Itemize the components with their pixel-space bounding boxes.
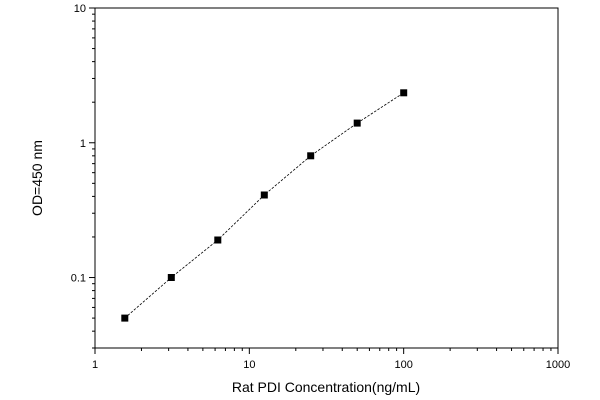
y-axis: 0.1 1 10 — [71, 3, 95, 349]
x-tick-label: 10 — [243, 359, 255, 371]
y-tick-label: 0.1 — [71, 273, 86, 285]
data-point — [353, 119, 361, 127]
curve-line — [124, 92, 404, 319]
data-point — [400, 89, 408, 97]
plot-frame — [94, 7, 559, 349]
y-tick-label: 1 — [80, 138, 86, 150]
data-series — [121, 89, 408, 322]
x-tick-label: 100 — [394, 359, 412, 371]
plot-area — [94, 7, 559, 349]
data-point — [214, 236, 222, 244]
x-axis: 1 10 100 1000 — [92, 348, 570, 371]
data-point — [307, 152, 315, 160]
data-point — [121, 314, 129, 322]
data-point — [260, 191, 268, 199]
x-tick-label: 1000 — [546, 359, 570, 371]
x-tick-label: 1 — [92, 359, 98, 371]
x-axis-title: Rat PDI Concentration(ng/mL) — [232, 379, 420, 395]
data-point — [167, 274, 175, 281]
y-axis-title: OD=450 nm — [29, 140, 45, 216]
y-tick-label: 10 — [74, 3, 86, 15]
